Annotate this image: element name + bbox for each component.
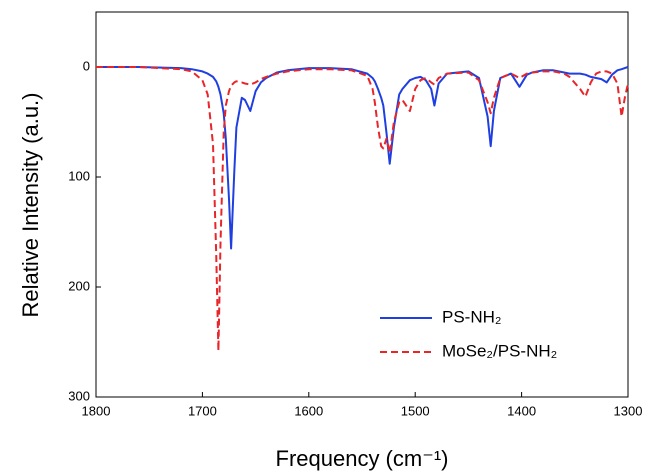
x-tick-label: 1400 [507,403,536,418]
y-tick-label: 200 [68,278,90,293]
series-line [96,66,629,250]
y-axis-label: Relative Intensity (a.u.) [18,93,43,318]
x-tick-label: 1600 [294,403,323,418]
plot-frame [95,11,629,398]
series-line [96,66,629,352]
legend-label: PS-NH₂ [442,307,502,326]
y-tick-label: 100 [68,168,90,183]
y-tick-label: 0 [83,58,90,73]
x-tick-label: 1800 [82,403,111,418]
x-tick-label: 1700 [188,403,217,418]
legend-label: MoSe₂/PS-NH₂ [442,341,557,360]
x-tick-label: 1500 [401,403,430,418]
x-tick-label: 1300 [614,403,643,418]
x-axis-label: Frequency (cm⁻¹) [276,446,449,471]
y-tick-label: 300 [68,388,90,403]
